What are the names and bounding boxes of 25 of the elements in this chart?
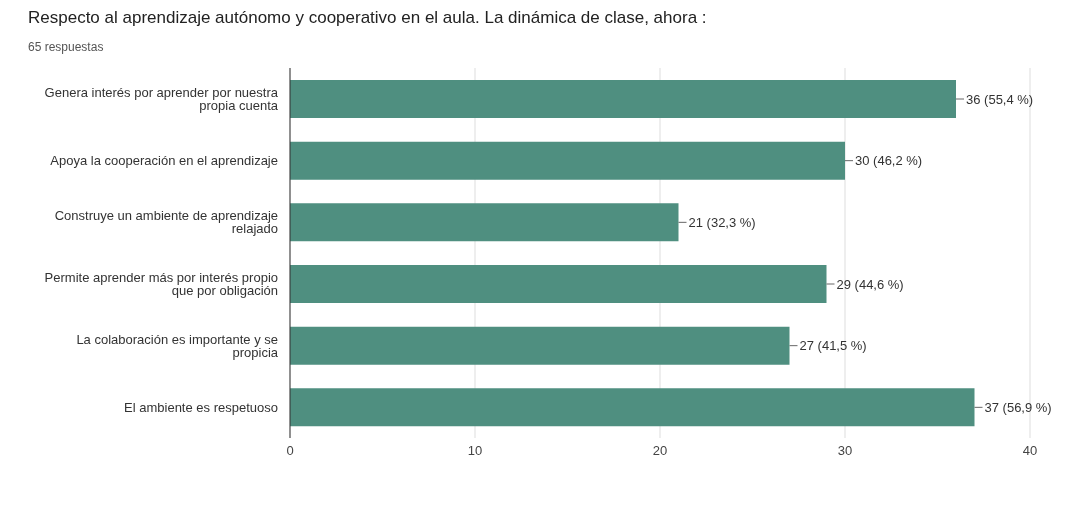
y-tick-label: Permite aprender más por interés propio que por obligación [44, 269, 278, 298]
y-tick-label: Apoya la cooperación en el aprendizaje [50, 153, 278, 169]
data-label: 29 (44,6 %) [836, 276, 904, 292]
y-tick-label: El ambiente es respetuoso [124, 399, 278, 415]
x-tick-label: 20 [652, 443, 668, 459]
text: 65 respuestas [28, 40, 105, 54]
data-label: 37 (56,9 %) [984, 399, 1052, 415]
data-label: 30 (46,2 %) [855, 153, 923, 169]
x-tick-label: 30 [837, 443, 853, 459]
data-label: 27 (41,5 %) [799, 338, 867, 354]
bar [290, 388, 975, 427]
bar [290, 80, 956, 118]
bar [290, 265, 827, 303]
bar [290, 203, 679, 242]
x-tick-label: 10 [467, 443, 483, 459]
y-tick-label: La colaboración es importante y se propicia [76, 331, 279, 360]
x-tick-label: 0 [286, 443, 294, 459]
bar [290, 326, 790, 365]
chart-title: Respecto al aprendizaje autónomo y cooperativo en el aula. La dinámica de clase, ahora : [28, 8, 708, 28]
y-tick-label: Construye un ambiente de aprendizaje relajado [54, 208, 278, 237]
y-tick-label: Genera interés por aprender por nuestra propia cuenta [44, 84, 279, 113]
data-label: 36 (55,4 %) [966, 91, 1034, 107]
bar [290, 141, 845, 180]
x-tick-label: 40 [1022, 443, 1038, 459]
data-label: 21 (32,3 %) [688, 214, 756, 230]
